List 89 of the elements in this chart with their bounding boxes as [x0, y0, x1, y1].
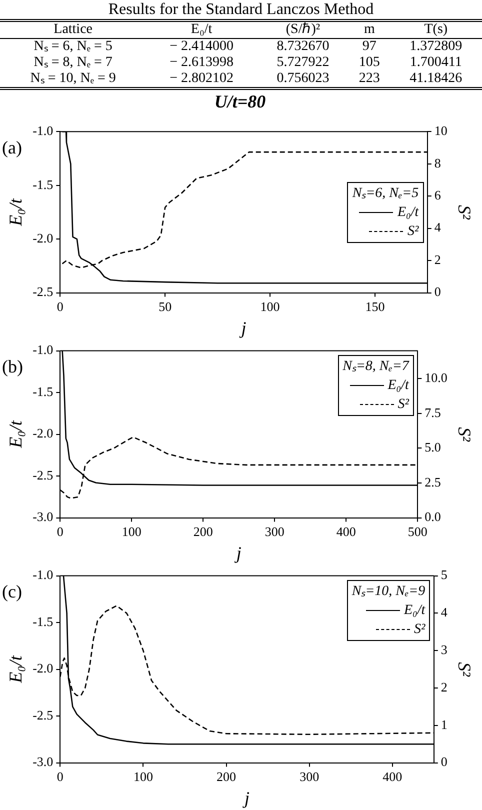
y-tick-label: -2.0 [32, 230, 54, 246]
category-label: Lattice [0, 20, 146, 38]
chart-title: U/t=80 [214, 91, 266, 112]
y-tick-label: -2.0 [32, 426, 54, 441]
y-tick-label: -2.5 [32, 284, 54, 300]
x-tick-label: 200 [216, 769, 236, 784]
legend-label: S² [398, 396, 409, 414]
y-tick-label: -2.0 [32, 660, 54, 676]
text: − 2.613998 [170, 55, 234, 70]
y2-tick-label: 5.0 [424, 440, 441, 455]
y-tick-label: -2.5 [32, 467, 54, 482]
category-label: Nₛ = 8, Nₑ = 7 [34, 55, 112, 70]
y2-tick-label: 0.0 [424, 509, 441, 524]
text: 41.18426 [410, 71, 462, 86]
y-axis-title: E₀/t [6, 420, 26, 449]
legend-label: S² [414, 620, 426, 639]
x-tick-label: 150 [365, 299, 385, 314]
text: 0.756023 [276, 71, 330, 86]
x-tick-label: 300 [264, 524, 284, 540]
category-label: (S/ℏ)² [256, 20, 350, 38]
text: − 2.414000 [170, 39, 234, 54]
text: 5.727922 [276, 55, 330, 70]
y-axis-title: E₀/t [6, 654, 26, 684]
legend-title: Nₛ=8, Nₑ=7 [342, 358, 409, 376]
y2-tick-label: 4 [440, 604, 448, 620]
x-axis-title: j [234, 542, 242, 563]
y-tick-label: -1.5 [32, 384, 54, 399]
y2-tick-label: 0 [440, 754, 448, 770]
y-tick-label: -1.5 [32, 614, 54, 629]
legend-label: E₀/t [404, 602, 426, 620]
text: 97 [362, 39, 376, 54]
legend-label: E₀/t [397, 204, 419, 222]
category-label: Nₛ = 6, Nₑ = 5 [34, 39, 112, 54]
x-tick-label: 300 [300, 769, 320, 784]
x-tick-label: 200 [193, 524, 213, 540]
y2-axis-title: S² [454, 427, 474, 442]
y-tick-label: -1.0 [32, 123, 54, 138]
text: 8.732670 [276, 39, 330, 54]
y2-axis-title: S² [454, 662, 474, 678]
text: (a) [2, 137, 22, 158]
y-axis-title: E₀/t [6, 198, 26, 227]
y-tick-label: -1.5 [32, 176, 54, 192]
x-tick-label: 0 [56, 299, 64, 314]
y2-tick-label: 8 [434, 155, 441, 170]
y2-tick-label: 10.0 [424, 370, 448, 386]
y-tick-label: -3.0 [32, 509, 54, 524]
category-label: E₀/t [146, 20, 257, 38]
category-label: m [349, 20, 390, 38]
y-tick-label: -1.0 [32, 567, 54, 582]
y-tick-label: -3.0 [32, 754, 54, 770]
legend-label: E₀/t [388, 376, 409, 395]
y2-tick-label: 2.5 [424, 474, 441, 490]
legend-title: Nₛ=6, Nₑ=5 [352, 184, 419, 203]
x-tick-label: 100 [133, 769, 153, 784]
y2-tick-label: 7.5 [424, 404, 441, 420]
text: 1.372809 [410, 39, 462, 54]
y2-tick-label: 3 [440, 642, 448, 658]
x-tick-label: 400 [382, 769, 402, 784]
y2-tick-label: 1 [440, 716, 448, 732]
x-tick-label: 500 [408, 524, 428, 540]
x-tick-label: 50 [158, 299, 172, 314]
legend-title: Nₛ=10, Nₑ=9 [352, 582, 426, 601]
y2-tick-label: 2 [434, 252, 441, 267]
text: (b) [2, 356, 23, 377]
y2-tick-label: 6 [434, 188, 442, 202]
y2-tick-label: 5 [440, 567, 448, 582]
text: 1.700411 [410, 55, 462, 70]
text: 105 [358, 55, 380, 70]
x-tick-label: 0 [56, 524, 64, 540]
text: (c) [2, 582, 22, 602]
text: 223 [358, 71, 380, 86]
category-label: T(s) [390, 20, 482, 38]
y-tick-label: -1.0 [32, 342, 54, 358]
category-label: Nₛ = 10, Nₑ = 9 [30, 71, 116, 86]
x-tick-label: 400 [336, 524, 356, 540]
y-tick-label: -2.5 [32, 707, 54, 722]
text: − 2.802102 [170, 71, 234, 86]
x-tick-label: 100 [122, 524, 142, 540]
x-tick-label: 0 [56, 769, 64, 784]
y2-tick-label: 0 [434, 284, 441, 300]
x-axis-title: j [239, 318, 246, 338]
y2-tick-label: 10 [434, 123, 448, 138]
text: Results for the Standard Lanczos Method [107, 0, 375, 19]
legend-label: S² [407, 222, 419, 241]
x-axis-title: j [242, 788, 250, 808]
y2-tick-label: 2 [440, 679, 448, 694]
x-tick-label: 100 [260, 299, 280, 314]
y2-axis-title: S² [454, 204, 474, 220]
y2-tick-label: 4 [434, 220, 442, 235]
